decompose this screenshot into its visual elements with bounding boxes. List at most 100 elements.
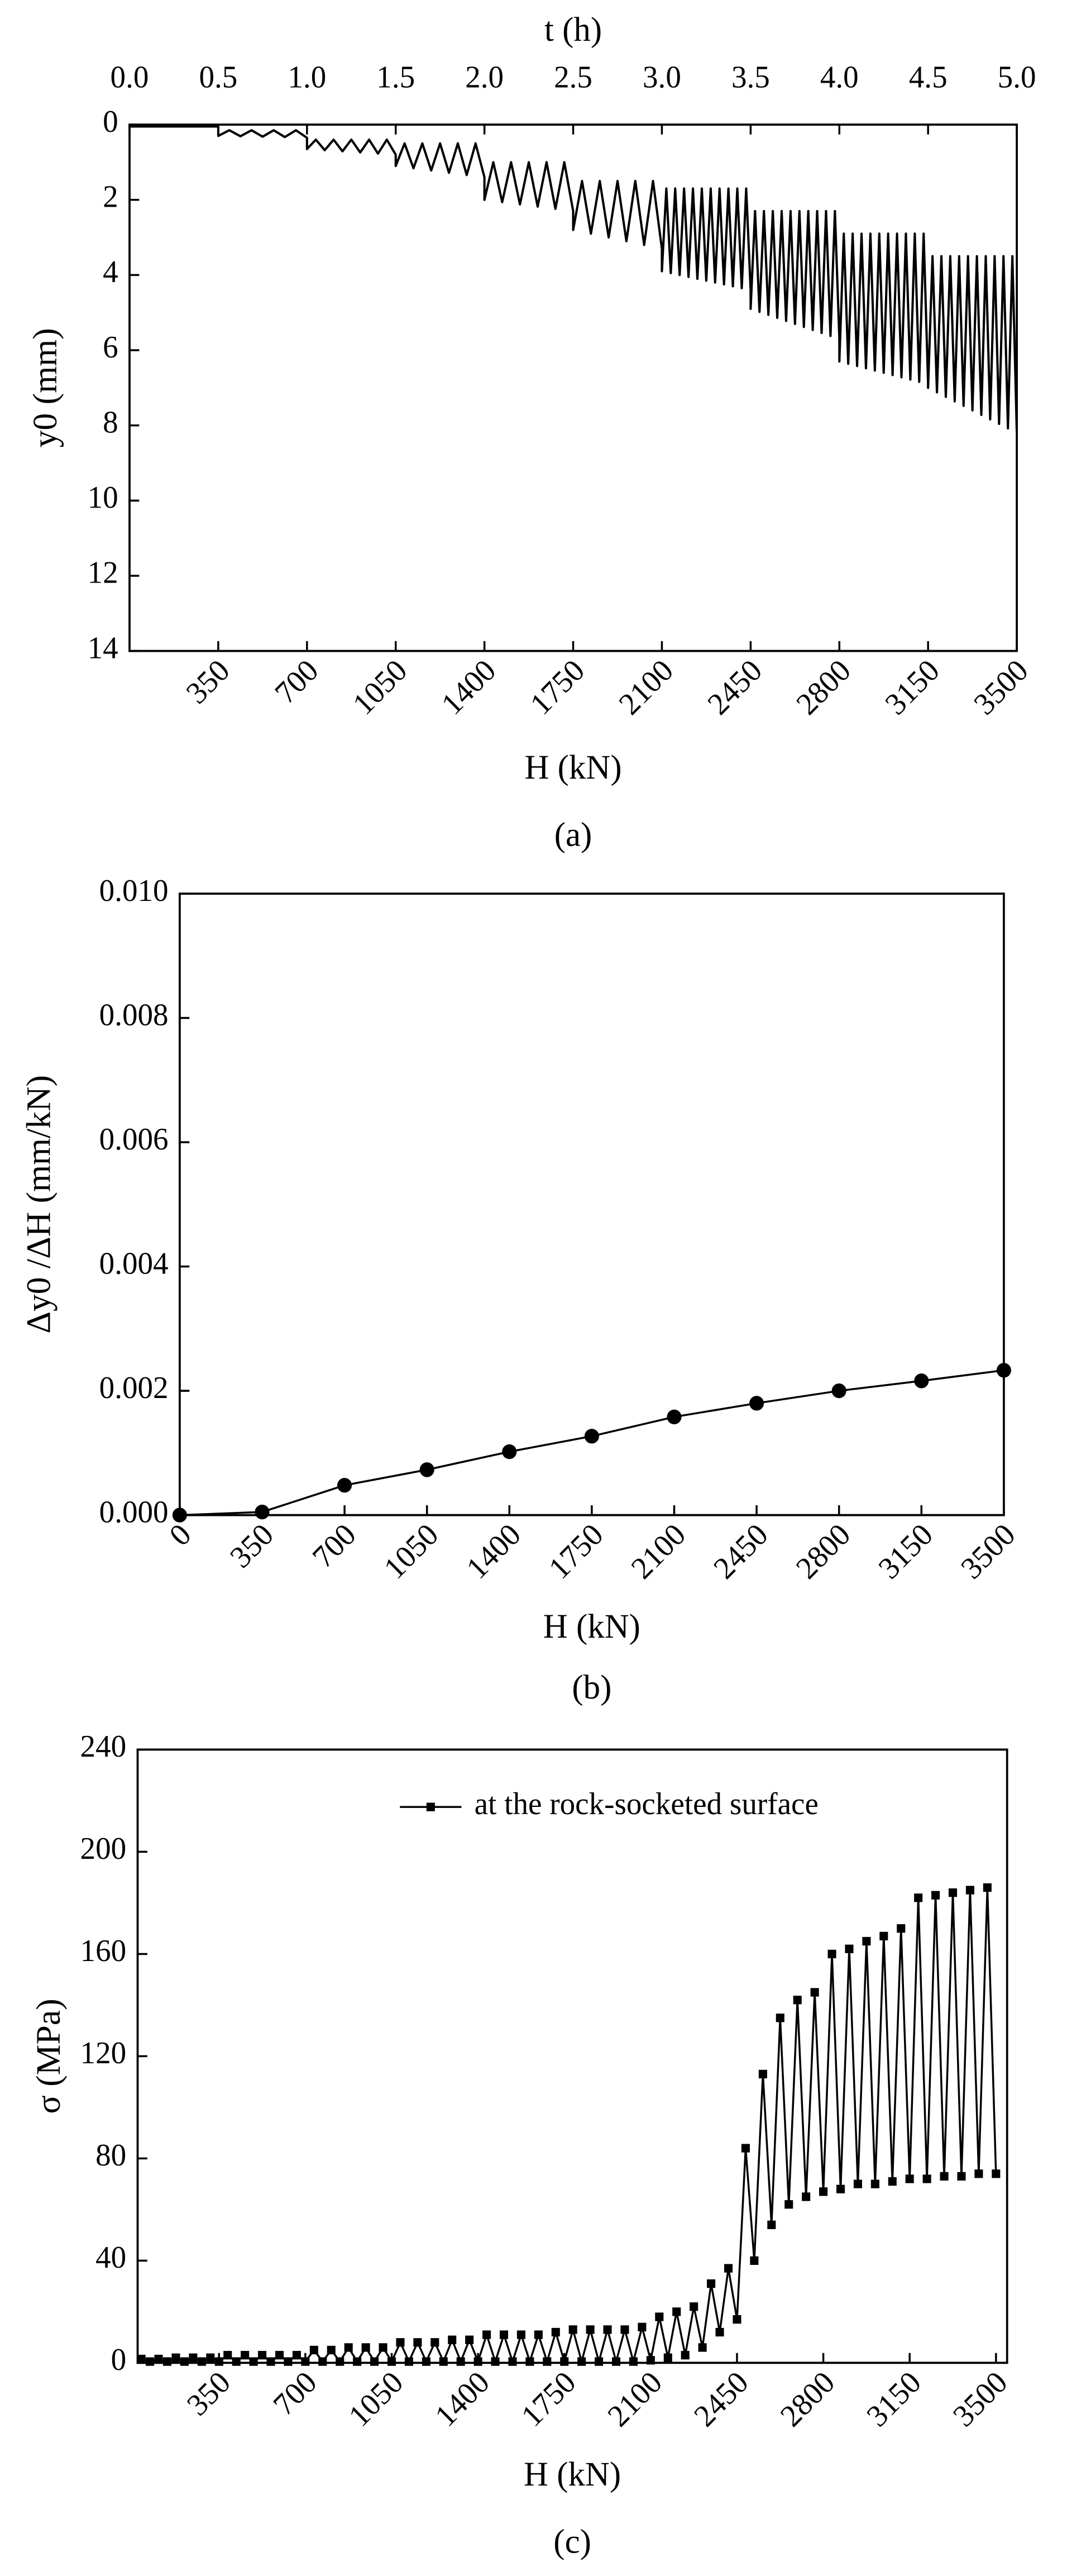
marker [819,2187,828,2196]
marker [301,2357,310,2366]
y-tick-label: 8 [103,405,118,439]
marker [595,2357,604,2366]
y-tick-label: 0.008 [99,998,169,1032]
marker [551,2327,560,2337]
marker [629,2357,638,2366]
x-tick-label: 5.0 [998,60,1036,94]
marker [611,2357,621,2366]
marker [258,2351,267,2360]
marker [146,2357,155,2366]
marker [922,2174,931,2183]
x-tick-label: 700 [306,1517,362,1575]
x-tick-label: 1050 [377,1517,445,1585]
y-tick-label: 40 [95,2240,126,2274]
marker [499,2330,509,2339]
marker [396,2338,405,2347]
marker [137,2354,146,2364]
caption: (a) [554,815,592,853]
marker [162,2357,172,2366]
marker [784,2200,793,2209]
x-tick-label: 3.0 [643,60,681,94]
marker [439,2357,448,2366]
x-tick-label: 0.0 [111,60,149,94]
x-axis-label: t (h) [544,11,602,49]
marker [750,2256,759,2265]
marker [776,2014,784,2022]
marker [171,2353,180,2362]
caption: (b) [572,1668,611,1706]
marker [646,2356,655,2365]
marker [465,2335,474,2344]
marker [992,2169,1001,2178]
marker [370,2357,379,2366]
plot-frame [128,123,1018,652]
marker [724,2264,733,2273]
x-tick-label: 1050 [342,2365,410,2433]
marker [749,1396,764,1411]
marker [638,2322,647,2331]
x-tick-label: 2100 [625,1517,692,1585]
marker [853,2179,862,2188]
x-tick-label: 3150 [872,1517,939,1585]
x-tick-label: 3500 [967,653,1035,721]
marker [577,2357,586,2366]
marker [456,2357,465,2366]
x-tick-label: 2800 [774,2365,841,2433]
marker [318,2357,327,2366]
marker [422,2357,430,2366]
marker [879,1931,888,1940]
marker [767,2220,776,2229]
x-tick-label: 3500 [946,2365,1014,2433]
x-tick-label: 2800 [790,1517,857,1585]
x-tick-label: 1.5 [376,60,415,94]
marker [586,2325,595,2334]
y-tick-label: 12 [88,555,118,589]
marker [905,2174,914,2183]
marker [888,2177,897,2186]
y-tick-label: 240 [80,1729,127,1763]
marker [275,2351,284,2360]
y-tick-label: 0.006 [99,1122,169,1156]
marker [957,2172,966,2181]
y-tick-label: 0.000 [99,1495,169,1529]
marker [309,2345,318,2355]
y-tick-label: 6 [103,330,118,364]
x-tick-label: 2450 [701,653,768,721]
marker [292,2351,301,2360]
x-tick-label: 2450 [687,2365,755,2433]
y-tick-label: 2 [103,179,118,213]
data-line [129,125,1018,433]
marker [802,2192,811,2201]
marker [491,2357,500,2366]
x-tick-label: 2100 [613,653,680,721]
x-tick-label: 1400 [435,653,503,721]
marker [482,2330,491,2339]
x-tick-label: 3150 [878,653,946,721]
x-tick-label: 1750 [515,2365,582,2433]
y-tick-label: 80 [95,2138,126,2172]
marker [931,1891,940,1900]
marker [534,2330,543,2339]
marker [430,2338,439,2347]
marker [154,2354,163,2364]
x-tick-label: 1750 [542,1517,610,1585]
y-axis-label: y0 (mm) [26,328,64,447]
marker [508,2357,517,2366]
marker [974,2169,983,2178]
marker [690,2302,698,2311]
x-tick-label: 700 [266,2365,323,2422]
y-tick-label: 14 [88,631,118,665]
marker [206,2353,215,2362]
marker [241,2351,250,2360]
marker [663,2353,672,2362]
marker [387,2357,396,2366]
x-tick-label: 1.0 [288,60,326,94]
x2-axis-label: H (kN) [524,748,621,786]
marker [180,2357,189,2366]
x-tick-label: 1050 [346,653,414,721]
x-tick-label: 1400 [460,1517,527,1585]
x-tick-label: 3.5 [731,60,770,94]
marker [502,1444,517,1459]
x-tick-label: 2450 [707,1517,774,1585]
